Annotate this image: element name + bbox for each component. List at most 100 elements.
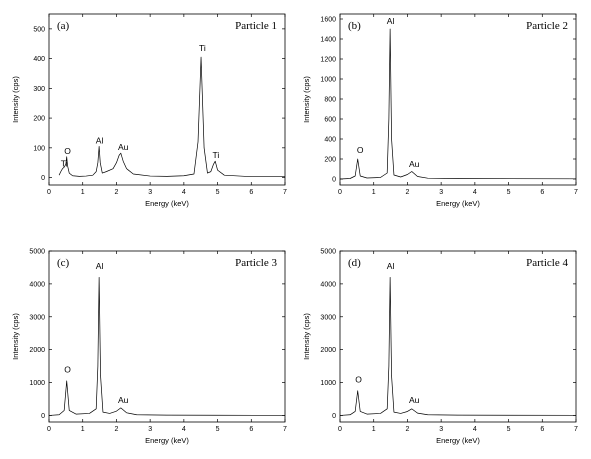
x-tick-label: 1 [372,189,376,196]
peak-label-ti: Ti [199,43,206,53]
peak-label-au: Au [409,159,420,169]
peak-label-o: O [64,146,71,156]
y-tick-label: 5000 [320,249,336,256]
y-axis-title: Intensity (cps) [302,76,311,123]
plot-frame [339,250,577,423]
peak-label-al: Al [96,135,104,145]
y-tick-label: 1000 [320,77,336,84]
x-tick-label: 7 [283,189,287,196]
y-axis-title: Intensity (cps) [11,313,20,360]
chart-title: Particle 4 [526,257,568,269]
x-tick-label: 6 [540,189,544,196]
peak-label-au: Au [409,395,420,405]
y-tick-label: 3000 [320,314,336,321]
chart-title: Particle 3 [235,257,277,269]
peak-label-al: Al [387,261,395,271]
peak-label-au: Au [118,395,129,405]
y-tick-label: 4000 [29,281,45,288]
spectrum-line [339,28,577,180]
x-tick-label: 2 [405,189,409,196]
peak-label-o: O [355,375,362,385]
chart-panel-1: 0 1 2 3 4 5 6 7 0 100 200 300 400 500 Energy (keV) Inte… [11,13,287,208]
x-tick-label: 5 [216,189,220,196]
peak-label-al: Al [96,261,104,271]
x-tick-label: 1 [372,426,376,433]
y-tick-label: 800 [324,97,336,104]
y-tick-label: 1000 [29,380,45,387]
y-tick-label: 100 [33,145,45,152]
y-tick-label: 200 [324,157,336,164]
y-tick-label: 2000 [29,347,45,354]
y-tick-label: 200 [33,116,45,123]
x-tick-label: 4 [182,189,186,196]
x-tick-label: 4 [182,426,186,433]
plot-frame [339,13,577,186]
x-tick-label: 7 [283,426,287,433]
y-tick-label: 2000 [320,347,336,354]
y-tick-label: 5000 [29,249,45,256]
peak-label-al: Al [387,16,395,26]
y-tick-label: 1200 [320,57,336,64]
x-tick-label: 2 [114,189,118,196]
y-axis-title: Intensity (cps) [11,76,20,123]
y-tick-label: 0 [41,413,45,420]
panel-label: (a) [57,20,70,32]
y-tick-label: 4000 [320,281,336,288]
chart-title: Particle 2 [526,20,568,32]
x-tick-label: 6 [249,426,253,433]
y-tick-label: 1000 [320,380,336,387]
y-tick-label: 600 [324,117,336,124]
x-tick-label: 0 [47,426,51,433]
y-tick-label: 1600 [320,17,336,24]
x-tick-label: 3 [439,189,443,196]
y-tick-label: 500 [33,26,45,33]
x-tick-label: 5 [507,426,511,433]
x-tick-label: 2 [405,426,409,433]
y-tick-label: 3000 [29,314,45,321]
spectrum-line [339,276,577,416]
chart-title: Particle 1 [235,20,277,32]
y-tick-label: 1400 [320,37,336,44]
peak-label-o: O [64,365,71,375]
panel-label: (c) [57,257,70,269]
peak-label-o: O [357,145,364,155]
y-tick-label: 300 [33,86,45,93]
chart-panel-3: 0 1 2 3 4 5 6 7 0 1000 2000 3000 4000 5000 Energy (keV… [11,249,287,446]
x-tick-label: 3 [439,426,443,433]
x-tick-label: 6 [249,189,253,196]
x-tick-label: 2 [114,426,118,433]
x-tick-label: 1 [81,426,85,433]
x-tick-label: 5 [216,426,220,433]
x-tick-label: 3 [148,189,152,196]
x-tick-label: 0 [338,189,342,196]
y-tick-label: 400 [33,56,45,63]
x-tick-label: 4 [473,426,477,433]
x-tick-label: 0 [338,426,342,433]
x-axis-title: Energy (keV) [436,199,480,208]
x-tick-label: 1 [81,189,85,196]
x-tick-label: 3 [148,426,152,433]
plot-frame [48,13,286,186]
x-axis-title: Energy (keV) [145,199,189,208]
x-tick-label: 6 [540,426,544,433]
spectrum-line [48,276,286,416]
spectrum-line [58,56,285,178]
y-tick-label: 0 [332,413,336,420]
panel-label: (d) [348,257,361,269]
y-axis-title: Intensity (cps) [302,313,311,360]
y-tick-label: 0 [41,175,45,182]
x-tick-label: 7 [574,189,578,196]
x-axis-title: Energy (keV) [145,436,189,445]
x-tick-label: 4 [473,189,477,196]
x-axis-title: Energy (keV) [436,436,480,445]
peak-label-ti: Ti [213,150,220,160]
y-tick-label: 400 [324,137,336,144]
chart-panel-2: 0 1 2 3 4 5 6 7 0 200 400 600 800 1000 1200 1400 1600 Ene… [302,13,578,208]
peak-label-ti: Ti [61,158,68,168]
panel-label: (b) [348,20,361,32]
peak-label-au: Au [118,142,129,152]
x-tick-label: 7 [574,426,578,433]
y-tick-label: 0 [332,177,336,184]
plot-frame [48,250,286,423]
